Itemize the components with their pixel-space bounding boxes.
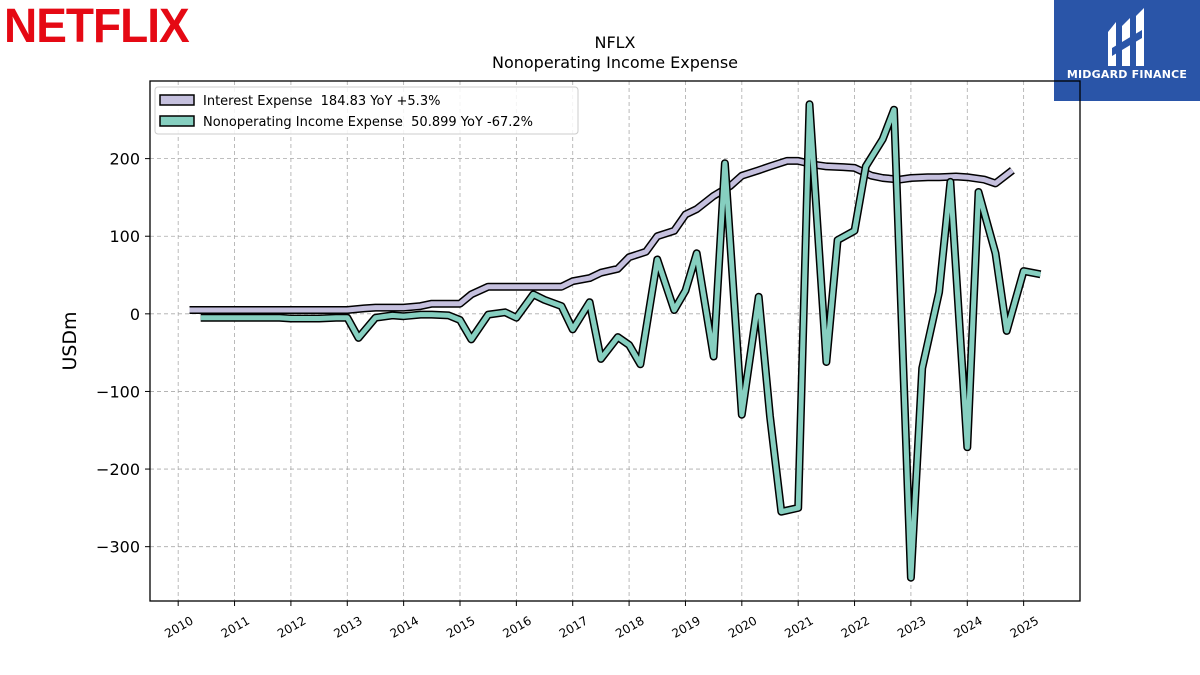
- x-tick-label: 2021: [782, 613, 815, 640]
- x-tick-label: 2019: [670, 613, 703, 640]
- legend-swatch-nonoperating-income-expense: [159, 115, 195, 127]
- legend-label-nonoperating-income-expense: Nonoperating Income Expense 50.899 YoY -…: [203, 115, 533, 130]
- legend-box: [154, 86, 579, 135]
- x-tick-label: 2013: [331, 613, 364, 640]
- x-tick-label: 2018: [613, 613, 646, 640]
- y-tick-label: 0: [130, 305, 140, 324]
- brand-name: MIDGARD FINANCE: [1066, 68, 1188, 81]
- y-tick-label: 100: [109, 227, 140, 246]
- netflix-logo: NETFLIX: [4, 0, 190, 53]
- x-tick-label: 2012: [275, 613, 308, 640]
- x-tick-label: 2025: [1008, 613, 1041, 640]
- chart-title: NFLX: [594, 33, 636, 52]
- midgard-logo-icon: [1108, 8, 1144, 66]
- series-lines: [189, 100, 1042, 582]
- legend-swatch-interest-expense: [159, 94, 195, 106]
- x-tick-label: 2017: [557, 613, 590, 640]
- y-axis-label: USDm: [59, 311, 81, 370]
- x-tick-label: 2015: [444, 613, 477, 640]
- x-tick-label: 2011: [219, 613, 252, 640]
- midgard-finance-logo: MIDGARD FINANCE: [1054, 0, 1200, 101]
- legend: Interest Expense 184.83 YoY +5.3% Nonope…: [154, 86, 579, 135]
- x-tick-label: 2016: [500, 613, 533, 640]
- chart-subtitle: Nonoperating Income Expense: [491, 53, 739, 72]
- x-tick-label: 2023: [895, 613, 928, 640]
- x-tick-label: 2022: [839, 613, 872, 640]
- series-line-interest-expense: [189, 158, 1014, 313]
- x-tick-label: 2020: [726, 613, 759, 640]
- legend-label-interest-expense: Interest Expense 184.83 YoY +5.3%: [203, 94, 440, 109]
- x-tick-label: 2014: [388, 613, 421, 640]
- series-outline-interest-expense: [189, 156, 1015, 314]
- y-tick-label: −300: [96, 538, 140, 557]
- series-line-nonoperating-income-expense: [200, 101, 1041, 581]
- y-tick-label: −200: [96, 460, 140, 479]
- y-tick-label: 200: [109, 150, 140, 169]
- grid: [150, 81, 1080, 601]
- y-tick-label: −100: [96, 382, 140, 401]
- plot-frame: [149, 80, 1081, 602]
- x-tick-label: 2010: [162, 613, 195, 640]
- x-tick-label: 2024: [951, 613, 984, 640]
